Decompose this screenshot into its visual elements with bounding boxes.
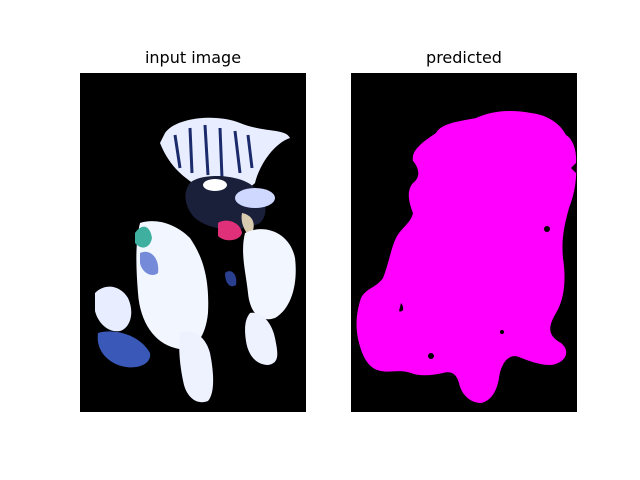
predicted-mask-panel [351, 73, 577, 412]
input-image-panel [80, 73, 306, 412]
input-image-title: input image [144, 48, 242, 67]
predicted-mask [351, 73, 577, 412]
dog-image [80, 73, 306, 412]
predicted-title: predicted [426, 48, 502, 67]
